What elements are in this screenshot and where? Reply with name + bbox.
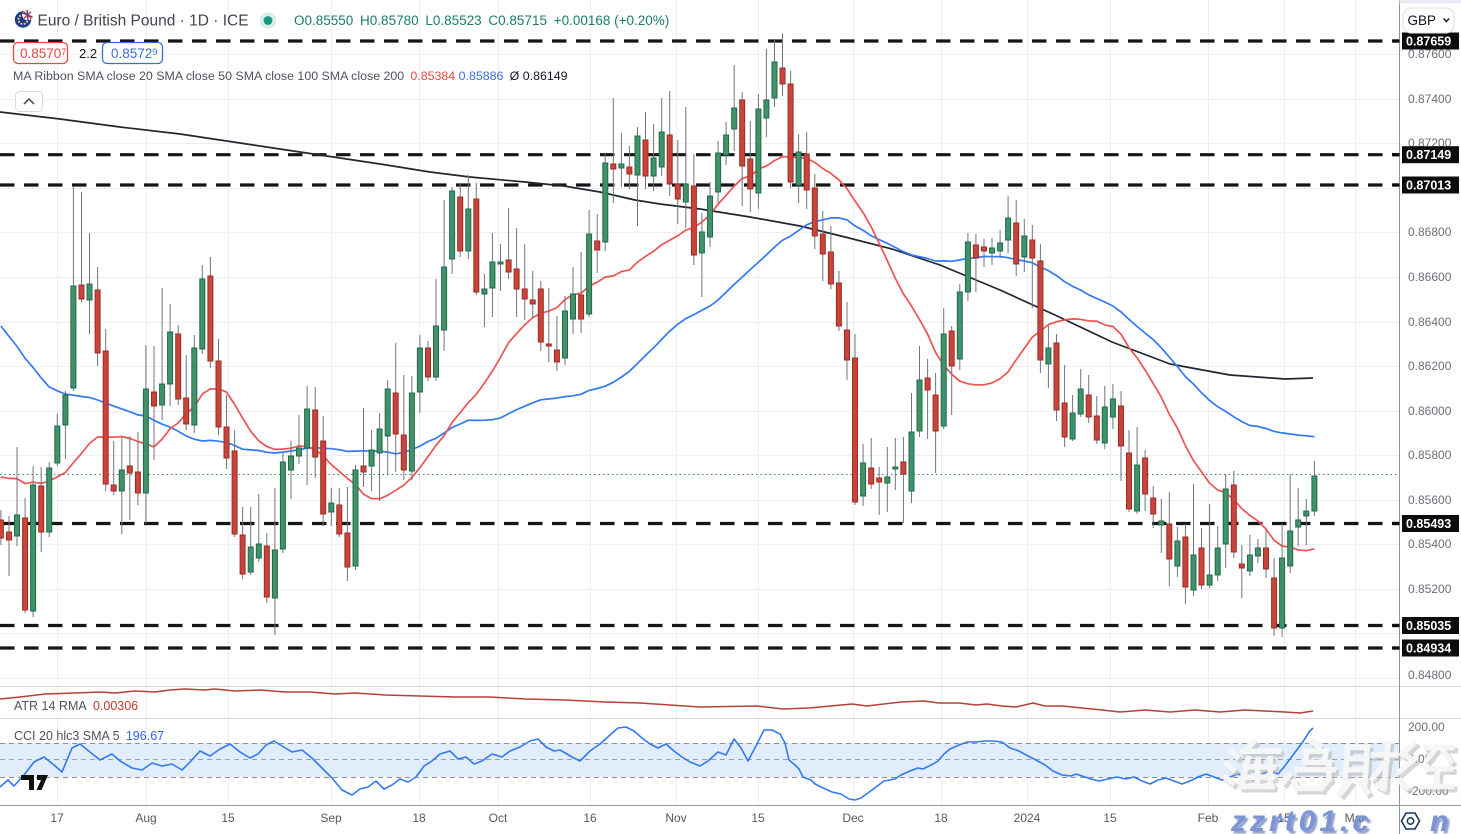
svg-text:GBP: GBP xyxy=(1408,13,1437,28)
svg-text:0.87149: 0.87149 xyxy=(1406,148,1451,162)
svg-text:18: 18 xyxy=(934,811,948,825)
svg-text:O0.85550 H0.85780 L0.85523 C0.: O0.85550 H0.85780 L0.85523 C0.85715 +0.0… xyxy=(294,13,669,28)
svg-text:0.84934: 0.84934 xyxy=(1406,642,1451,656)
svg-text:0.85600: 0.85600 xyxy=(1408,493,1452,507)
svg-text:0.85200: 0.85200 xyxy=(1408,582,1452,596)
svg-text:0.85400: 0.85400 xyxy=(1408,537,1452,551)
svg-text:ATR 14 RMA 0.00306: ATR 14 RMA 0.00306 xyxy=(14,699,138,713)
svg-text:0.86800: 0.86800 xyxy=(1408,225,1452,239)
svg-text:zzrt01.c: zzrt01.c xyxy=(1230,805,1373,834)
svg-text:Dec: Dec xyxy=(842,811,863,825)
svg-text:0.85493: 0.85493 xyxy=(1406,517,1451,531)
svg-text:0.84800: 0.84800 xyxy=(1408,668,1452,682)
svg-text:0.85800: 0.85800 xyxy=(1408,448,1452,462)
svg-text:0.85707: 0.85707 xyxy=(20,46,67,61)
svg-text:Aug: Aug xyxy=(135,811,156,825)
svg-text:MA Ribbon SMA close 20 SMA clo: MA Ribbon SMA close 20 SMA close 50 SMA … xyxy=(13,69,568,83)
svg-text:0.86200: 0.86200 xyxy=(1408,359,1452,373)
svg-text:15: 15 xyxy=(1103,811,1117,825)
svg-text:2.2: 2.2 xyxy=(79,46,97,61)
svg-text:0.86400: 0.86400 xyxy=(1408,315,1452,329)
svg-text:0.85035: 0.85035 xyxy=(1406,619,1451,633)
svg-text:CCI 20 hlc3 SMA 5 196.67: CCI 20 hlc3 SMA 5 196.67 xyxy=(14,729,164,743)
svg-text:Feb: Feb xyxy=(1198,811,1219,825)
svg-text:15: 15 xyxy=(751,811,765,825)
svg-text:15: 15 xyxy=(1277,811,1291,825)
svg-text:Nov: Nov xyxy=(665,811,686,825)
svg-text:16: 16 xyxy=(583,811,597,825)
svg-text:Sep: Sep xyxy=(320,811,342,825)
svg-text:200.00: 200.00 xyxy=(1408,720,1445,734)
svg-text:Euro / British Pound · 1D · IC: Euro / British Pound · 1D · ICE xyxy=(38,13,249,30)
svg-text:Mar: Mar xyxy=(1345,811,1366,825)
svg-text:18: 18 xyxy=(412,811,426,825)
svg-text:n: n xyxy=(1430,805,1448,834)
svg-text:0.87600: 0.87600 xyxy=(1408,47,1452,61)
svg-text:0.86000: 0.86000 xyxy=(1408,404,1452,418)
svg-text:0.85729: 0.85729 xyxy=(111,46,158,61)
svg-text:2024: 2024 xyxy=(1014,811,1041,825)
svg-text:17: 17 xyxy=(50,811,64,825)
svg-text:0.87400: 0.87400 xyxy=(1408,92,1452,106)
svg-text:15: 15 xyxy=(221,811,235,825)
svg-text:Oct: Oct xyxy=(489,811,508,825)
svg-text:0.87659: 0.87659 xyxy=(1406,35,1451,49)
svg-text:0.86600: 0.86600 xyxy=(1408,270,1452,284)
svg-text:0.87013: 0.87013 xyxy=(1406,179,1451,193)
